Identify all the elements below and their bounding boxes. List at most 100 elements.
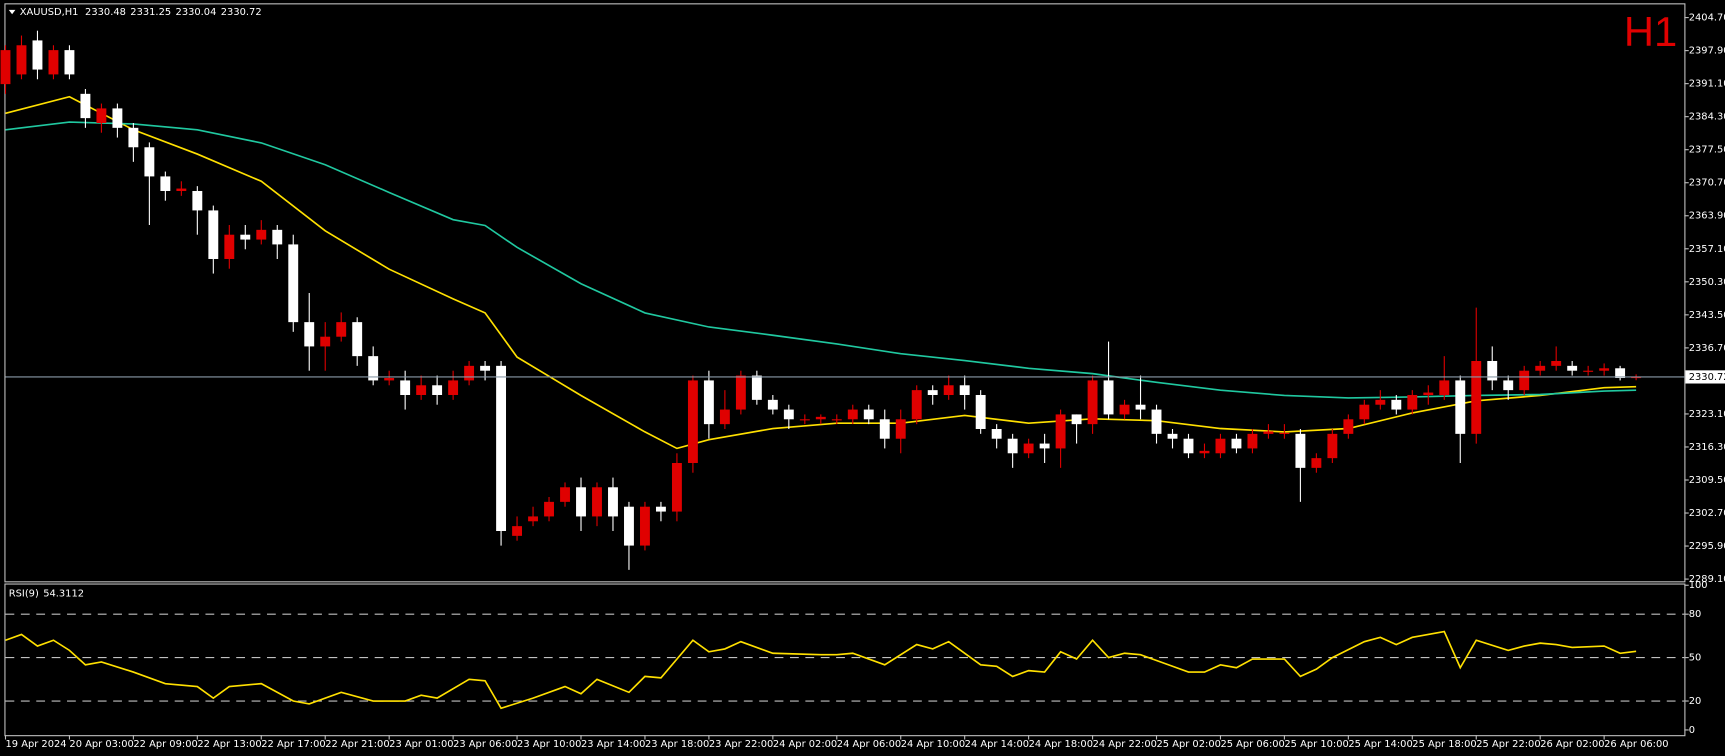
candle-body [847, 409, 858, 420]
x-tick-label: 24 Apr 02:00 [773, 739, 837, 750]
candle-body [1551, 360, 1562, 366]
y-tick-label: 2343.50 [1689, 310, 1725, 321]
candle-body [48, 50, 59, 75]
y-tick-label: 2289.10 [1689, 574, 1725, 585]
candle-body [1423, 392, 1434, 395]
x-tick-label: 24 Apr 06:00 [837, 739, 901, 750]
y-tick-label: 2350.30 [1689, 277, 1725, 288]
candle-body [384, 377, 395, 381]
candle-body [592, 487, 602, 517]
chart-header: XAUUSD,H1 2330.48 2331.25 2330.04 2330.72 [20, 7, 262, 18]
candle-body [80, 93, 91, 119]
candle-body [991, 428, 1002, 439]
main-panel-frame [4, 3, 1686, 583]
candle-body [160, 176, 171, 191]
candle-body [799, 419, 810, 421]
candle-body [112, 108, 123, 128]
candle-body [1071, 414, 1082, 425]
candle-body [783, 409, 794, 420]
candle-body [448, 380, 459, 395]
candle-body [1567, 365, 1578, 371]
candle-body [1327, 433, 1338, 459]
candle-body [496, 365, 507, 531]
y-tick-label: 2391.10 [1689, 79, 1725, 90]
x-tick-label: 22 Apr 09:00 [133, 739, 197, 750]
candle-body [975, 394, 986, 429]
candle-body [1279, 432, 1290, 434]
y-tick-label: 2316.30 [1689, 442, 1725, 453]
candle-body [831, 419, 842, 421]
candle-body [32, 40, 43, 70]
candle-body [1087, 380, 1098, 425]
candle-body [1391, 399, 1402, 410]
candle-body [767, 399, 778, 410]
rsi-last-value: 54.3112 [43, 588, 84, 599]
candle-body [1199, 450, 1210, 454]
candle-body [480, 365, 491, 371]
y-tick-label: 2295.90 [1689, 541, 1725, 552]
rsi-y-tick-label: 20 [1689, 696, 1702, 707]
candle-body [687, 380, 698, 463]
candle-body [1023, 443, 1034, 454]
y-tick-label: 2377.50 [1689, 145, 1725, 156]
candle-body [1599, 368, 1610, 371]
x-tick-label: 23 Apr 06:00 [453, 739, 517, 750]
candle-body [1183, 438, 1194, 454]
candle-body [320, 336, 331, 347]
candle-body [368, 356, 379, 381]
candle-body [576, 487, 586, 517]
y-tick-label: 2397.90 [1689, 46, 1725, 57]
x-tick-label: 25 Apr 10:00 [1284, 739, 1348, 750]
candle-body [624, 506, 634, 546]
candle-body [1103, 380, 1114, 415]
candle-body [432, 385, 443, 395]
x-tick-label: 23 Apr 22:00 [709, 739, 773, 750]
candle-body [863, 409, 874, 420]
x-tick-label: 23 Apr 14:00 [581, 739, 645, 750]
candle-body [1231, 438, 1242, 449]
candle-body [64, 50, 75, 75]
candle-body [400, 380, 411, 395]
candle-body [927, 390, 938, 395]
candle-body [336, 322, 347, 337]
x-tick-label: 25 Apr 22:00 [1476, 739, 1540, 750]
candle-body [1151, 409, 1162, 434]
candle-body [96, 108, 107, 123]
y-tick-label: 2336.70 [1689, 343, 1725, 354]
candle-body [1055, 414, 1066, 449]
candle-body [1119, 404, 1130, 415]
candle-body [240, 234, 251, 240]
x-tick-label: 23 Apr 10:00 [517, 739, 581, 750]
rsi-y-tick-label: 0 [1689, 725, 1695, 736]
x-tick-label: 25 Apr 18:00 [1412, 739, 1476, 750]
candle-body [128, 127, 139, 148]
x-tick-label: 23 Apr 01:00 [389, 739, 453, 750]
rsi-y-tick-label: 100 [1689, 580, 1708, 591]
rsi-panel-frame [4, 583, 1686, 737]
candle-body [879, 419, 890, 439]
candle-body [176, 188, 187, 191]
candle-body [1007, 438, 1018, 454]
y-tick-label: 2370.70 [1689, 178, 1725, 189]
menu-arrow[interactable] [8, 9, 16, 15]
candle-body [272, 229, 283, 245]
candle-body [208, 210, 219, 259]
candle-body [671, 462, 682, 512]
candle-body [304, 322, 315, 347]
x-tick-label: 22 Apr 13:00 [197, 739, 261, 750]
candle-body [1583, 370, 1594, 372]
y-tick-label: 2309.50 [1689, 475, 1725, 486]
candle-body [1471, 360, 1482, 434]
candle-body [1295, 433, 1306, 468]
candle-body [751, 375, 762, 400]
current-price-label: 2330.72 [1689, 372, 1725, 383]
header-open: 2330.48 [85, 7, 126, 18]
candle-body [895, 419, 906, 439]
candle-body [464, 365, 475, 381]
candle-body [608, 487, 618, 517]
candle-body [16, 45, 27, 75]
candle-body [959, 385, 970, 395]
candle-body [560, 487, 570, 502]
rsi-title: RSI(9) [9, 588, 39, 599]
